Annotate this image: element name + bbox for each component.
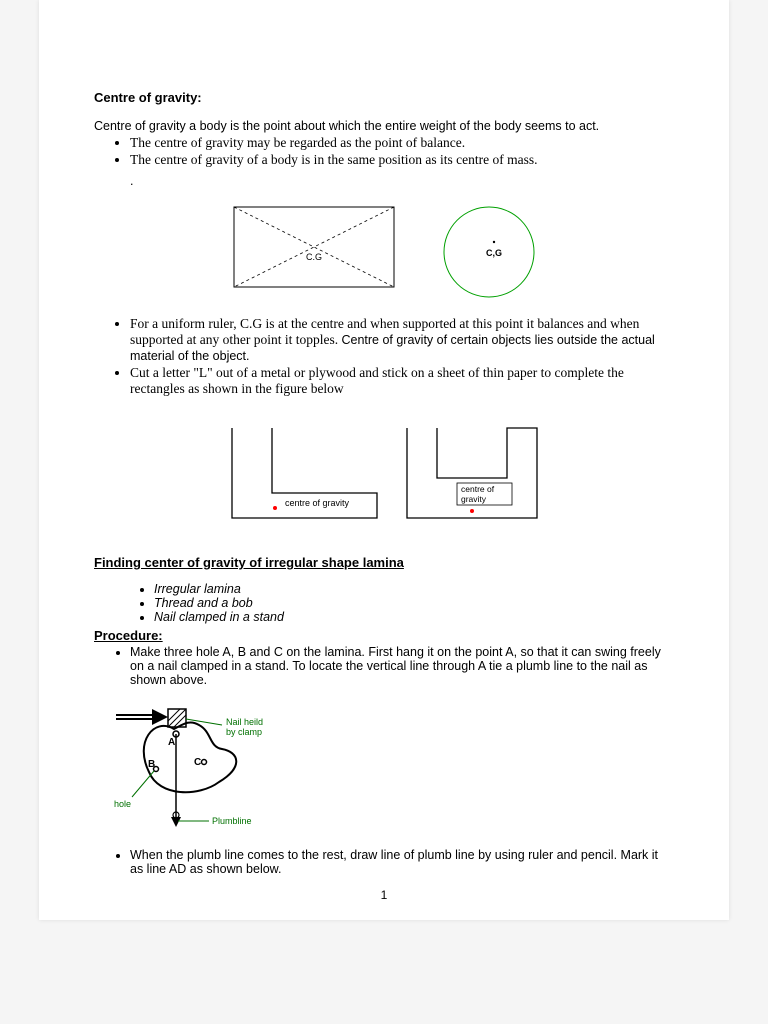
document-page: Centre of gravity: Centre of gravity a b… [39,0,729,920]
page-title: Centre of gravity: [94,90,674,105]
l-left-label: centre of gravity [285,498,350,508]
circle-cg-figure: C,G [439,202,539,302]
label-C: C [194,757,201,768]
list-item: For a uniform ruler, C.G is at the centr… [130,316,674,364]
plumbline-label: Plumbline [212,816,252,826]
top-bullet-list: The centre of gravity may be regarded as… [94,135,674,168]
diagram-rect-circle: C.G C,G [94,202,674,302]
label-B: B [148,759,155,770]
lamina-figure: A B C Nail heild by clamp hole Plumbline [114,697,334,837]
rect-cg-label: C.G [306,252,322,262]
stray-dot: . [94,174,674,188]
circle-cg-label: C,G [486,248,502,258]
l-shape-left: centre of gravity [227,423,382,533]
list-item: The centre of gravity may be regarded as… [130,135,674,151]
list-item: The centre of gravity of a body is in th… [130,152,674,168]
cut-letter-text: Cut a letter "L" out of a metal or plywo… [130,365,624,396]
mid-bullet-list: For a uniform ruler, C.G is at the centr… [94,316,674,397]
diagram-irregular-lamina: A B C Nail heild by clamp hole Plumbline [114,697,674,842]
list-item: Make three hole A, B and C on the lamina… [130,645,674,687]
section-title-irregular: Finding center of gravity of irregular s… [94,555,674,570]
procedure-list-2: When the plumb line comes to the rest, d… [94,848,674,876]
u-shape-right: centre of gravity [402,423,542,533]
nail-label-1: Nail heild [226,717,263,727]
procedure-list: Make three hole A, B and C on the lamina… [94,645,674,687]
procedure-title: Procedure: [94,628,674,643]
nail-label-2: by clamp [226,727,262,737]
intro-paragraph: Centre of gravity a body is the point ab… [94,119,674,133]
u-label-line2: gravity [461,494,487,504]
list-item: When the plumb line comes to the rest, d… [130,848,674,876]
label-A: A [168,737,175,748]
rectangle-cg-figure: C.G [229,202,399,292]
u-label-line1: centre of [461,484,495,494]
page-number: 1 [381,888,388,902]
list-item: Thread and a bob [154,596,674,610]
hole-label: hole [114,799,131,809]
list-item: Nail clamped in a stand [154,610,674,624]
list-item: Cut a letter "L" out of a metal or plywo… [130,365,674,397]
materials-list: Irregular lamina Thread and a bob Nail c… [94,582,674,624]
list-item: Irregular lamina [154,582,674,596]
diagram-l-shapes: centre of gravity centre of gravity [94,423,674,533]
